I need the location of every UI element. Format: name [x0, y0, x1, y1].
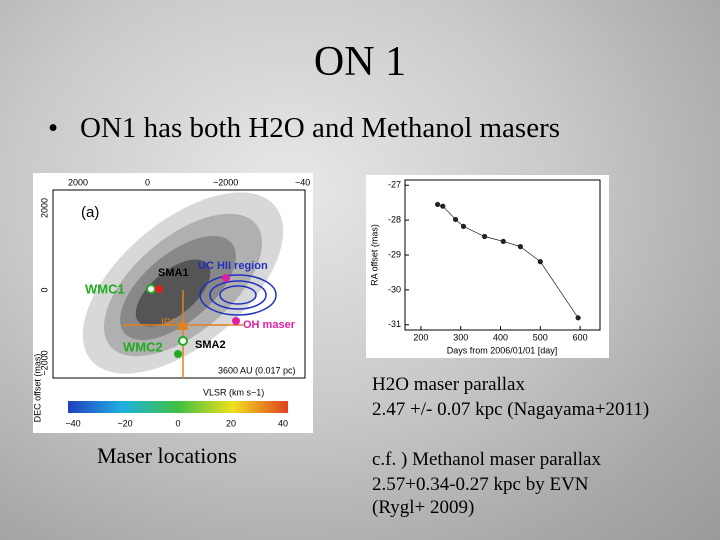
tick-label: −2000 — [213, 177, 238, 187]
y-tick-label: -28 — [388, 214, 401, 224]
maser-spot — [222, 274, 230, 282]
point — [452, 216, 459, 223]
maser-spot — [174, 350, 182, 358]
colorbar-tick: −20 — [117, 418, 132, 428]
map-label: SMA2 — [195, 339, 226, 351]
note-line: (Rygl+ 2009) — [372, 497, 475, 518]
bullet-marker: • — [48, 112, 59, 144]
colorbar-tick: −40 — [65, 418, 80, 428]
panel-label: (a) — [81, 204, 99, 221]
tick-label: −2000 — [39, 350, 49, 375]
x-tick-label: 300 — [453, 332, 468, 342]
maser-map: 2000 0 −2000 −40 2000 0 −2000 DEC offset… — [33, 173, 313, 433]
tick-label: 2000 — [68, 177, 88, 187]
colorbar-tick: 0 — [175, 418, 180, 428]
point — [537, 259, 543, 265]
tick-label: 0 — [39, 287, 49, 292]
point — [517, 244, 524, 250]
tick-label: 2000 — [39, 198, 49, 218]
map-label: IRS — [161, 318, 178, 329]
y-tick-label: -30 — [388, 284, 401, 294]
note-line: 2.47 +/- 0.07 kpc (Nagayama+2011) — [372, 399, 650, 420]
uchii-contours — [199, 274, 277, 316]
maser-spot — [178, 336, 188, 346]
y-tick-label: -31 — [388, 319, 401, 329]
colorbar-tick: 40 — [278, 418, 288, 428]
maser-spot — [155, 285, 163, 293]
note-line: c.f. ) Methanol maser parallax — [372, 449, 601, 470]
note-line: 2.57+0.34-0.27 kpc by EVN — [372, 474, 589, 495]
map-label: UC HII region — [198, 260, 268, 272]
title: ON 1 — [313, 39, 407, 85]
point — [460, 223, 467, 229]
axis-label: DEC offset (mas) — [33, 354, 42, 423]
point — [435, 201, 441, 208]
bullet: ON1 has both H2O and Methanol masers — [80, 112, 561, 144]
contour — [135, 259, 211, 327]
colorbar — [68, 401, 288, 413]
maser-spot — [146, 284, 156, 294]
point — [481, 233, 488, 240]
colorbar-label: VLSR (km s−1) — [203, 387, 264, 397]
point — [440, 203, 446, 209]
colorbar-tick: 20 — [226, 418, 236, 428]
y-axis-label: RA offset (mas) — [369, 224, 379, 286]
plot-background — [366, 175, 609, 358]
point — [575, 315, 581, 321]
y-tick-label: -29 — [388, 249, 401, 259]
irs-marker — [177, 318, 189, 330]
scale-label: 3600 AU (0.017 pc) — [218, 365, 296, 375]
tick-label: 0 — [145, 177, 150, 187]
map-label: WMC2 — [123, 339, 163, 354]
map-label: OH maser — [243, 319, 296, 331]
x-axis-label: Days from 2006/01/01 [day] — [447, 345, 558, 355]
x-tick-label: 200 — [413, 332, 428, 342]
maser-spot — [232, 317, 240, 325]
map-frame — [52, 189, 306, 379]
x-tick-label: 500 — [533, 332, 548, 342]
note-line: H2O maser parallax — [372, 374, 525, 395]
point — [500, 238, 506, 244]
x-tick-label: 600 — [573, 332, 588, 342]
parallax-plot: RA offset (mas) Days from 2006/01/01 [da… — [366, 175, 609, 358]
caption: Maser locations — [97, 443, 237, 468]
y-tick-label: -27 — [388, 180, 401, 190]
map-label: SMA1 — [158, 267, 189, 279]
tick-label: −40 — [295, 177, 310, 187]
map-label: WMC1 — [85, 281, 125, 296]
x-tick-label: 400 — [493, 332, 508, 342]
